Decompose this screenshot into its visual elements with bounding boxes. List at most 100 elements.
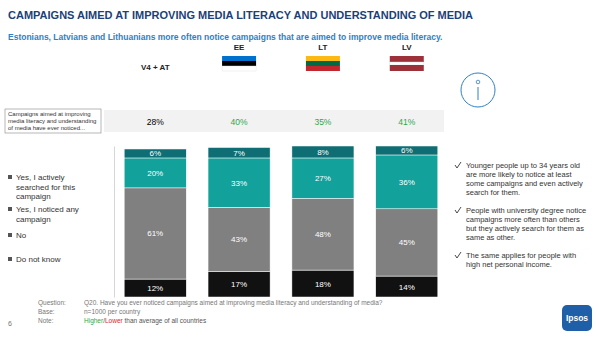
summary-value: 41% [398,117,415,127]
bar-segment [124,188,186,279]
data-label: 43% [231,235,247,244]
data-label: 27% [315,174,331,183]
bar-segment [292,198,354,270]
data-label: 6% [401,146,413,155]
text-line: Yes, I actively [16,173,67,182]
bar-segment [376,146,438,155]
legend-marker [8,257,12,261]
data-label: 18% [315,280,331,289]
legend-marker [8,175,12,179]
data-label: 12% [147,284,163,293]
flag-stripe [222,61,256,66]
text-line: searched for this [16,183,77,192]
check-bullet [455,252,461,258]
legend-label: Yes, I noticed any campaign [16,205,81,224]
flag-stripe [222,66,256,71]
text-line: campaigns more often than others [466,215,582,224]
bar-segment [292,146,354,158]
logo-box [562,305,592,331]
footnote-label: Base: [38,308,55,315]
summary-row [104,110,444,132]
footnote-part: Lower [105,317,124,324]
bars [124,146,438,297]
data-label: 7% [233,149,245,158]
info-dot [476,80,480,84]
summary-value: 35% [314,117,331,127]
annotation: The same applies for people with high ne… [466,251,578,269]
summary-value: 28% [147,117,164,127]
data-labels: 12% 17% 18% 14% 61% 43% 48% 45% 20% 33% 27% 36% 6% 7%… [147,146,415,293]
footnote-label: Question: [38,299,66,307]
subtitle: Estonians, Latvians and Lithuanians more… [8,32,442,42]
annotation: People with university degree notice cam… [466,206,588,242]
text-line: some campaigns and even actively [466,179,585,188]
summary-value: 40% [231,117,248,127]
bar-segment [124,149,186,158]
info-bar [478,87,479,100]
footnote-label: Note: [38,317,54,324]
y-axis-line [114,147,115,298]
text-line: are more likely to notice at least [466,170,574,179]
data-label: 8% [317,148,329,157]
chart: CAMPAIGNS AIMED AT IMPROVING MEDIA LITER… [0,0,600,337]
footnote-text: n=1000 per country [84,308,141,316]
text-line: but they actively search for them as [466,224,586,233]
category-label: EE [234,43,245,52]
legend-label: No [16,231,27,240]
data-label: 33% [231,179,247,188]
bar-segment [124,279,186,297]
flag-stripe [390,65,424,71]
text-line: of media have ever noticed... [8,125,85,131]
footnote-text: Higher/Lower than average of all countri… [84,317,207,325]
check-bullet [455,162,461,168]
data-label: 48% [315,230,331,239]
page-number: 6 [8,320,12,327]
flag-stripe [306,61,340,66]
legend-marker [8,233,12,237]
summary-box [5,109,101,133]
summary-label: Campaigns aimed at improving media liter… [8,111,98,131]
text-line: Do not know [16,255,61,264]
annotation: Younger people up to 34 years old are mo… [466,161,585,197]
bar-segment [292,158,354,198]
text-line: high net personal income. [466,260,552,269]
flag-stripe [390,62,424,65]
data-label: 20% [147,169,163,178]
legend-label: Do not know [16,255,61,264]
footnote-text: Q20. Have you ever noticed campaigns aim… [84,299,383,307]
text-line: media literacy and understanding [8,118,98,124]
bar-segment [376,209,438,276]
flag-stripe [306,66,340,71]
category-label: LT [318,43,327,52]
data-label: 36% [399,178,415,187]
text-line: The same applies for people with [466,251,578,260]
data-label: 61% [147,229,163,238]
bar-segment [208,272,270,297]
info-icon [461,73,495,107]
bar-segment [376,276,438,297]
flag-stripe [222,56,256,61]
data-label: 6% [149,149,161,158]
title: CAMPAIGNS AIMED AT IMPROVING MEDIA LITER… [8,9,473,21]
y-axis [114,147,115,298]
bar-segment [124,158,186,188]
category-label: LV [402,43,412,52]
check-bullet [455,207,461,213]
bar-segment [292,270,354,297]
bar-segment [208,147,270,157]
data-label: 14% [399,283,415,292]
footnote-part: Higher [84,317,104,325]
info-circle [461,73,495,107]
footnote-part: Q20. Have you ever noticed campaigns aim… [84,299,383,307]
bar-segment [208,207,270,271]
data-label: 45% [399,238,415,247]
bar-segment [376,155,438,209]
flag-stripe [390,56,424,62]
data-label: 17% [231,280,247,289]
text-line: Yes, I noticed any [16,205,81,214]
category-label: V4 + AT [141,63,170,72]
text-line: same as other. [466,233,515,242]
legend-label: Yes, I actively searched for this campai… [16,173,77,201]
bar-segment [208,158,270,207]
text-line: People with university degree notice [466,206,588,215]
